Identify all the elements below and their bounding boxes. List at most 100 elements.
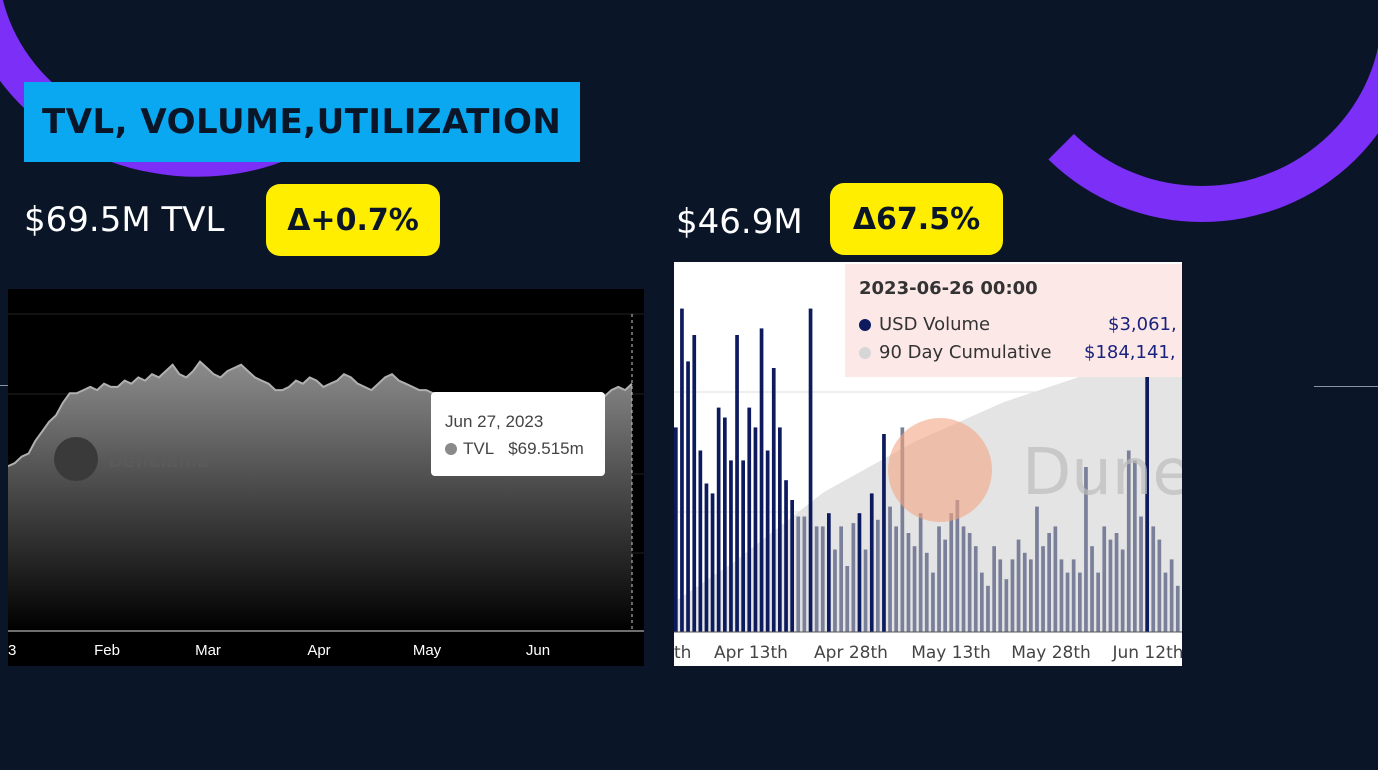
volume-x-tick-5: Jun 12th	[1111, 643, 1182, 663]
volume-tooltip-series1: USD Volume	[879, 314, 991, 335]
volume-bar-39	[912, 546, 917, 632]
volume-bar-33	[876, 519, 880, 632]
volume-tooltip-row-1: USD Volume	[859, 314, 990, 335]
volume-bar-65	[1071, 559, 1076, 632]
defillama-watermark: DefiLlama	[108, 451, 209, 472]
volume-bar-27	[839, 526, 843, 632]
volume-bar-32	[869, 493, 874, 632]
volume-x-tick-2: Apr 28th	[814, 643, 888, 663]
volume-tooltip-series2: 90 Day Cumulative	[879, 342, 1052, 363]
volume-bar-38	[906, 533, 911, 632]
volume-bar-75	[1133, 460, 1137, 632]
tvl-x-tick-1: Feb	[94, 642, 120, 659]
volume-tooltip: 2023-06-26 00:00 USD Volume $3,061, 90 D…	[845, 264, 1182, 377]
volume-bar-16	[771, 368, 776, 632]
volume-bar-80	[1163, 572, 1168, 632]
volume-bar-49	[973, 546, 978, 632]
tvl-tooltip: Jun 27, 2023 TVL $69.515m	[431, 392, 605, 476]
volume-bar-69	[1096, 572, 1100, 632]
volume-bar-1	[680, 308, 684, 632]
volume-bar-25	[827, 513, 831, 632]
volume-bar-17	[778, 427, 782, 632]
volume-bar-21	[802, 516, 807, 632]
volume-bar-56	[1016, 539, 1021, 632]
volume-bar-63	[1059, 559, 1064, 632]
tvl-x-tick-0: 3	[8, 642, 16, 659]
volume-bar-6	[710, 493, 715, 632]
volume-bar-41	[924, 552, 929, 632]
volume-stat: $46.9M	[676, 202, 803, 242]
volume-bar-54	[1004, 579, 1009, 632]
volume-bar-60	[1041, 546, 1045, 632]
decorative-arc-right	[986, 0, 1378, 222]
volume-bar-61	[1047, 533, 1051, 632]
tvl-tooltip-value: $69.515m	[508, 439, 584, 458]
usd-volume-dot	[859, 318, 871, 331]
volume-bar-55	[1010, 559, 1015, 632]
volume-delta-badge: Δ67.5%	[830, 183, 1003, 255]
volume-bar-12	[747, 407, 752, 632]
cumulative-dot	[859, 346, 871, 359]
tvl-x-tick-5: Jun	[526, 642, 550, 659]
tvl-chart: DefiLlama 3 Feb Mar Apr May Jun	[8, 289, 644, 666]
dune-logo-icon	[888, 418, 992, 522]
volume-bar-11	[741, 460, 745, 632]
volume-bar-20	[796, 516, 801, 632]
divider-left	[0, 385, 10, 386]
volume-bar-53	[998, 559, 1003, 632]
volume-bar-9	[729, 460, 733, 632]
defillama-logo-icon	[54, 437, 98, 481]
divider-right	[1314, 386, 1378, 387]
volume-bar-0	[674, 427, 678, 632]
volume-x-tick-1: Apr 13th	[714, 643, 788, 663]
volume-bar-13	[753, 427, 758, 632]
volume-bar-74	[1126, 450, 1131, 632]
volume-bar-51	[986, 585, 990, 632]
volume-bar-66	[1078, 572, 1082, 632]
slide-title-box: TVL, VOLUME,UTILIZATION	[24, 82, 580, 162]
tvl-x-tick-3: Apr	[307, 642, 330, 659]
volume-bar-34	[882, 434, 886, 632]
tvl-x-tick-4: May	[413, 642, 442, 659]
volume-bar-45	[949, 513, 954, 632]
volume-bar-68	[1090, 546, 1094, 632]
volume-bar-14	[759, 328, 764, 632]
volume-bar-59	[1035, 506, 1039, 632]
volume-bar-46	[955, 500, 960, 632]
tvl-delta-badge: Δ+0.7%	[266, 184, 440, 256]
volume-bar-72	[1114, 533, 1119, 632]
volume-bar-40	[918, 513, 923, 632]
volume-x-tick-3: May 13th	[911, 643, 991, 663]
volume-bar-78	[1151, 526, 1156, 632]
volume-bar-48	[967, 533, 972, 632]
volume-bar-3	[692, 335, 697, 632]
volume-bar-31	[863, 549, 868, 632]
volume-bar-57	[1022, 552, 1027, 632]
volume-x-tick-0: th	[674, 643, 691, 663]
volume-bar-71	[1108, 539, 1113, 632]
volume-x-tick-4: May 28th	[1011, 643, 1091, 663]
volume-bar-24	[820, 526, 825, 632]
volume-bar-23	[814, 526, 819, 632]
volume-bar-82	[1175, 585, 1180, 632]
tvl-stat: $69.5M TVL	[24, 200, 225, 240]
volume-bar-30	[857, 513, 862, 632]
volume-bar-67	[1084, 467, 1088, 632]
volume-bar-36	[894, 526, 898, 632]
volume-bar-64	[1065, 572, 1070, 632]
volume-bar-15	[765, 450, 770, 632]
volume-bar-47	[961, 526, 966, 632]
volume-bar-43	[937, 526, 941, 632]
tvl-tooltip-label: TVL	[463, 439, 495, 458]
tvl-tooltip-row: TVL $69.515m	[445, 439, 584, 459]
slide-title: TVL, VOLUME,UTILIZATION	[42, 102, 562, 142]
volume-bar-10	[735, 335, 739, 632]
volume-bar-26	[833, 549, 837, 632]
volume-bar-62	[1053, 526, 1058, 632]
volume-bar-29	[851, 523, 856, 632]
volume-tooltip-row-2: 90 Day Cumulative	[859, 342, 1052, 363]
volume-bar-70	[1102, 526, 1107, 632]
volume-bar-8	[723, 417, 727, 632]
volume-tooltip-value2: $184,141,	[1084, 342, 1176, 363]
volume-bar-52	[992, 546, 996, 632]
